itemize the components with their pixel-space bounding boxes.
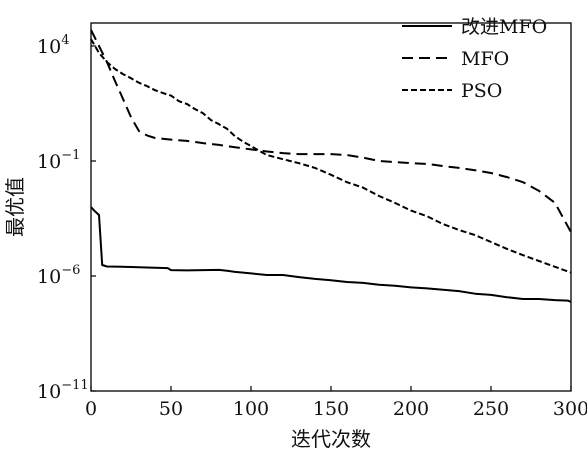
x-axis-label: 迭代次数 xyxy=(291,427,371,451)
series-layer xyxy=(90,29,572,303)
x-tick-label: 50 xyxy=(159,398,183,420)
x-tick-label: 300 xyxy=(553,398,587,420)
legend-label-2: MFO xyxy=(461,48,509,70)
series-line-2 xyxy=(90,29,572,233)
x-tick-label: 200 xyxy=(393,398,429,420)
y-axis-label: 最优值 xyxy=(3,177,27,237)
y-tick-exponent: −11 xyxy=(61,378,88,393)
y-tick-exponent: −1 xyxy=(61,148,80,163)
x-axis-ticks: 0 50 100 150 200 250 300 xyxy=(85,386,587,420)
y-tick-label: 10−6 xyxy=(37,263,80,288)
x-tick-label: 150 xyxy=(313,398,349,420)
y-tick-label: 104 xyxy=(37,33,69,58)
x-tick-label: 0 xyxy=(85,398,97,420)
y-tick-base: 10 xyxy=(37,381,61,403)
x-tick-label: 100 xyxy=(233,398,269,420)
series-line-1 xyxy=(90,206,572,303)
legend: 改进MFO MFO PSO xyxy=(402,16,547,102)
series-line-3 xyxy=(90,38,572,274)
y-tick-base: 10 xyxy=(37,266,61,288)
y-tick-base: 10 xyxy=(37,151,61,173)
y-tick-exponent: 4 xyxy=(61,33,69,48)
y-tick-base: 10 xyxy=(37,36,61,58)
plot-frame xyxy=(90,22,572,392)
y-tick-label: 10−1 xyxy=(37,148,80,173)
x-tick-label: 250 xyxy=(473,398,509,420)
legend-label-1: 改进MFO xyxy=(461,16,547,38)
y-tick-label: 10−11 xyxy=(37,378,89,403)
legend-label-3: PSO xyxy=(461,80,502,102)
y-tick-exponent: −6 xyxy=(61,263,80,278)
